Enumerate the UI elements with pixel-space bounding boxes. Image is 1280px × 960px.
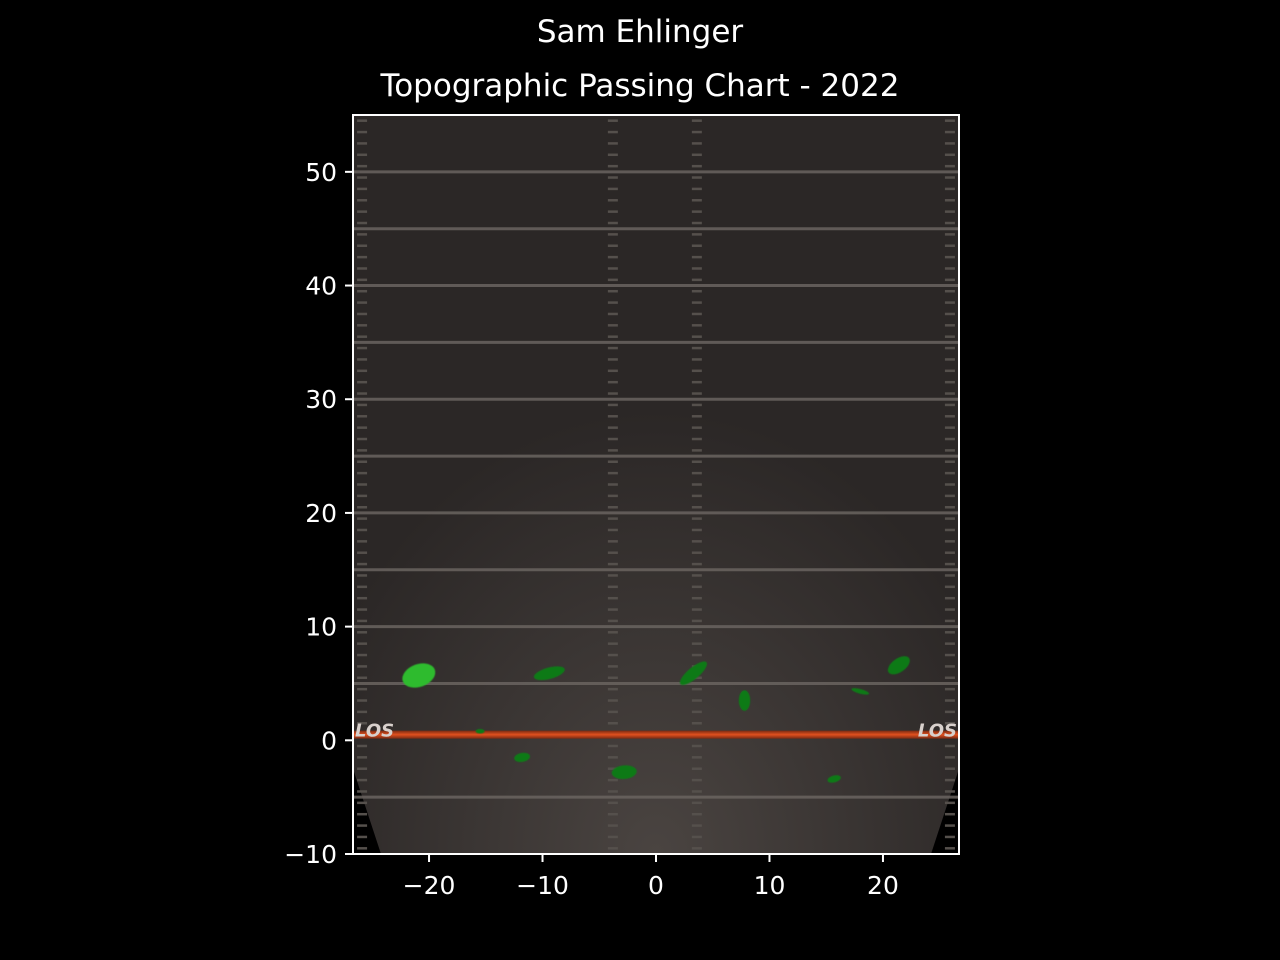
- density-region: [887, 656, 910, 675]
- chart-title: Sam Ehlinger: [536, 14, 744, 50]
- density-region: [827, 775, 841, 783]
- density-region: [533, 666, 565, 681]
- x-tick-label: 0: [648, 871, 664, 900]
- density-region: [402, 663, 436, 688]
- field-background: LOS LOS: [353, 115, 959, 854]
- y-tick-label: −10: [284, 840, 337, 869]
- field-surface: [353, 115, 959, 854]
- y-tick-label: 50: [305, 158, 337, 187]
- density-region: [514, 752, 530, 763]
- density-region: [851, 688, 870, 695]
- x-tick-label: −20: [403, 871, 456, 900]
- density-region: [738, 690, 751, 711]
- density-region: [475, 728, 485, 734]
- line-of-scrimmage: [353, 730, 959, 739]
- y-tick-label: 40: [305, 272, 337, 301]
- x-tick-label: −10: [516, 871, 569, 900]
- axis-ticks: −20 −10 0 10 20 −10 0 10 20 30 40 50: [284, 158, 899, 900]
- x-tick-label: 10: [754, 871, 786, 900]
- los-label-left: LOS: [355, 721, 394, 742]
- los-label-right: LOS: [918, 721, 957, 742]
- y-tick-label: 20: [305, 499, 337, 528]
- x-tick-label: 20: [867, 871, 899, 900]
- density-region: [611, 765, 637, 780]
- density-layer: [402, 656, 910, 783]
- density-region: [679, 661, 707, 686]
- y-tick-label: 10: [305, 613, 337, 642]
- chart-subtitle: Topographic Passing Chart - 2022: [380, 68, 900, 104]
- y-tick-label: 0: [321, 726, 337, 755]
- y-tick-label: 30: [305, 385, 337, 414]
